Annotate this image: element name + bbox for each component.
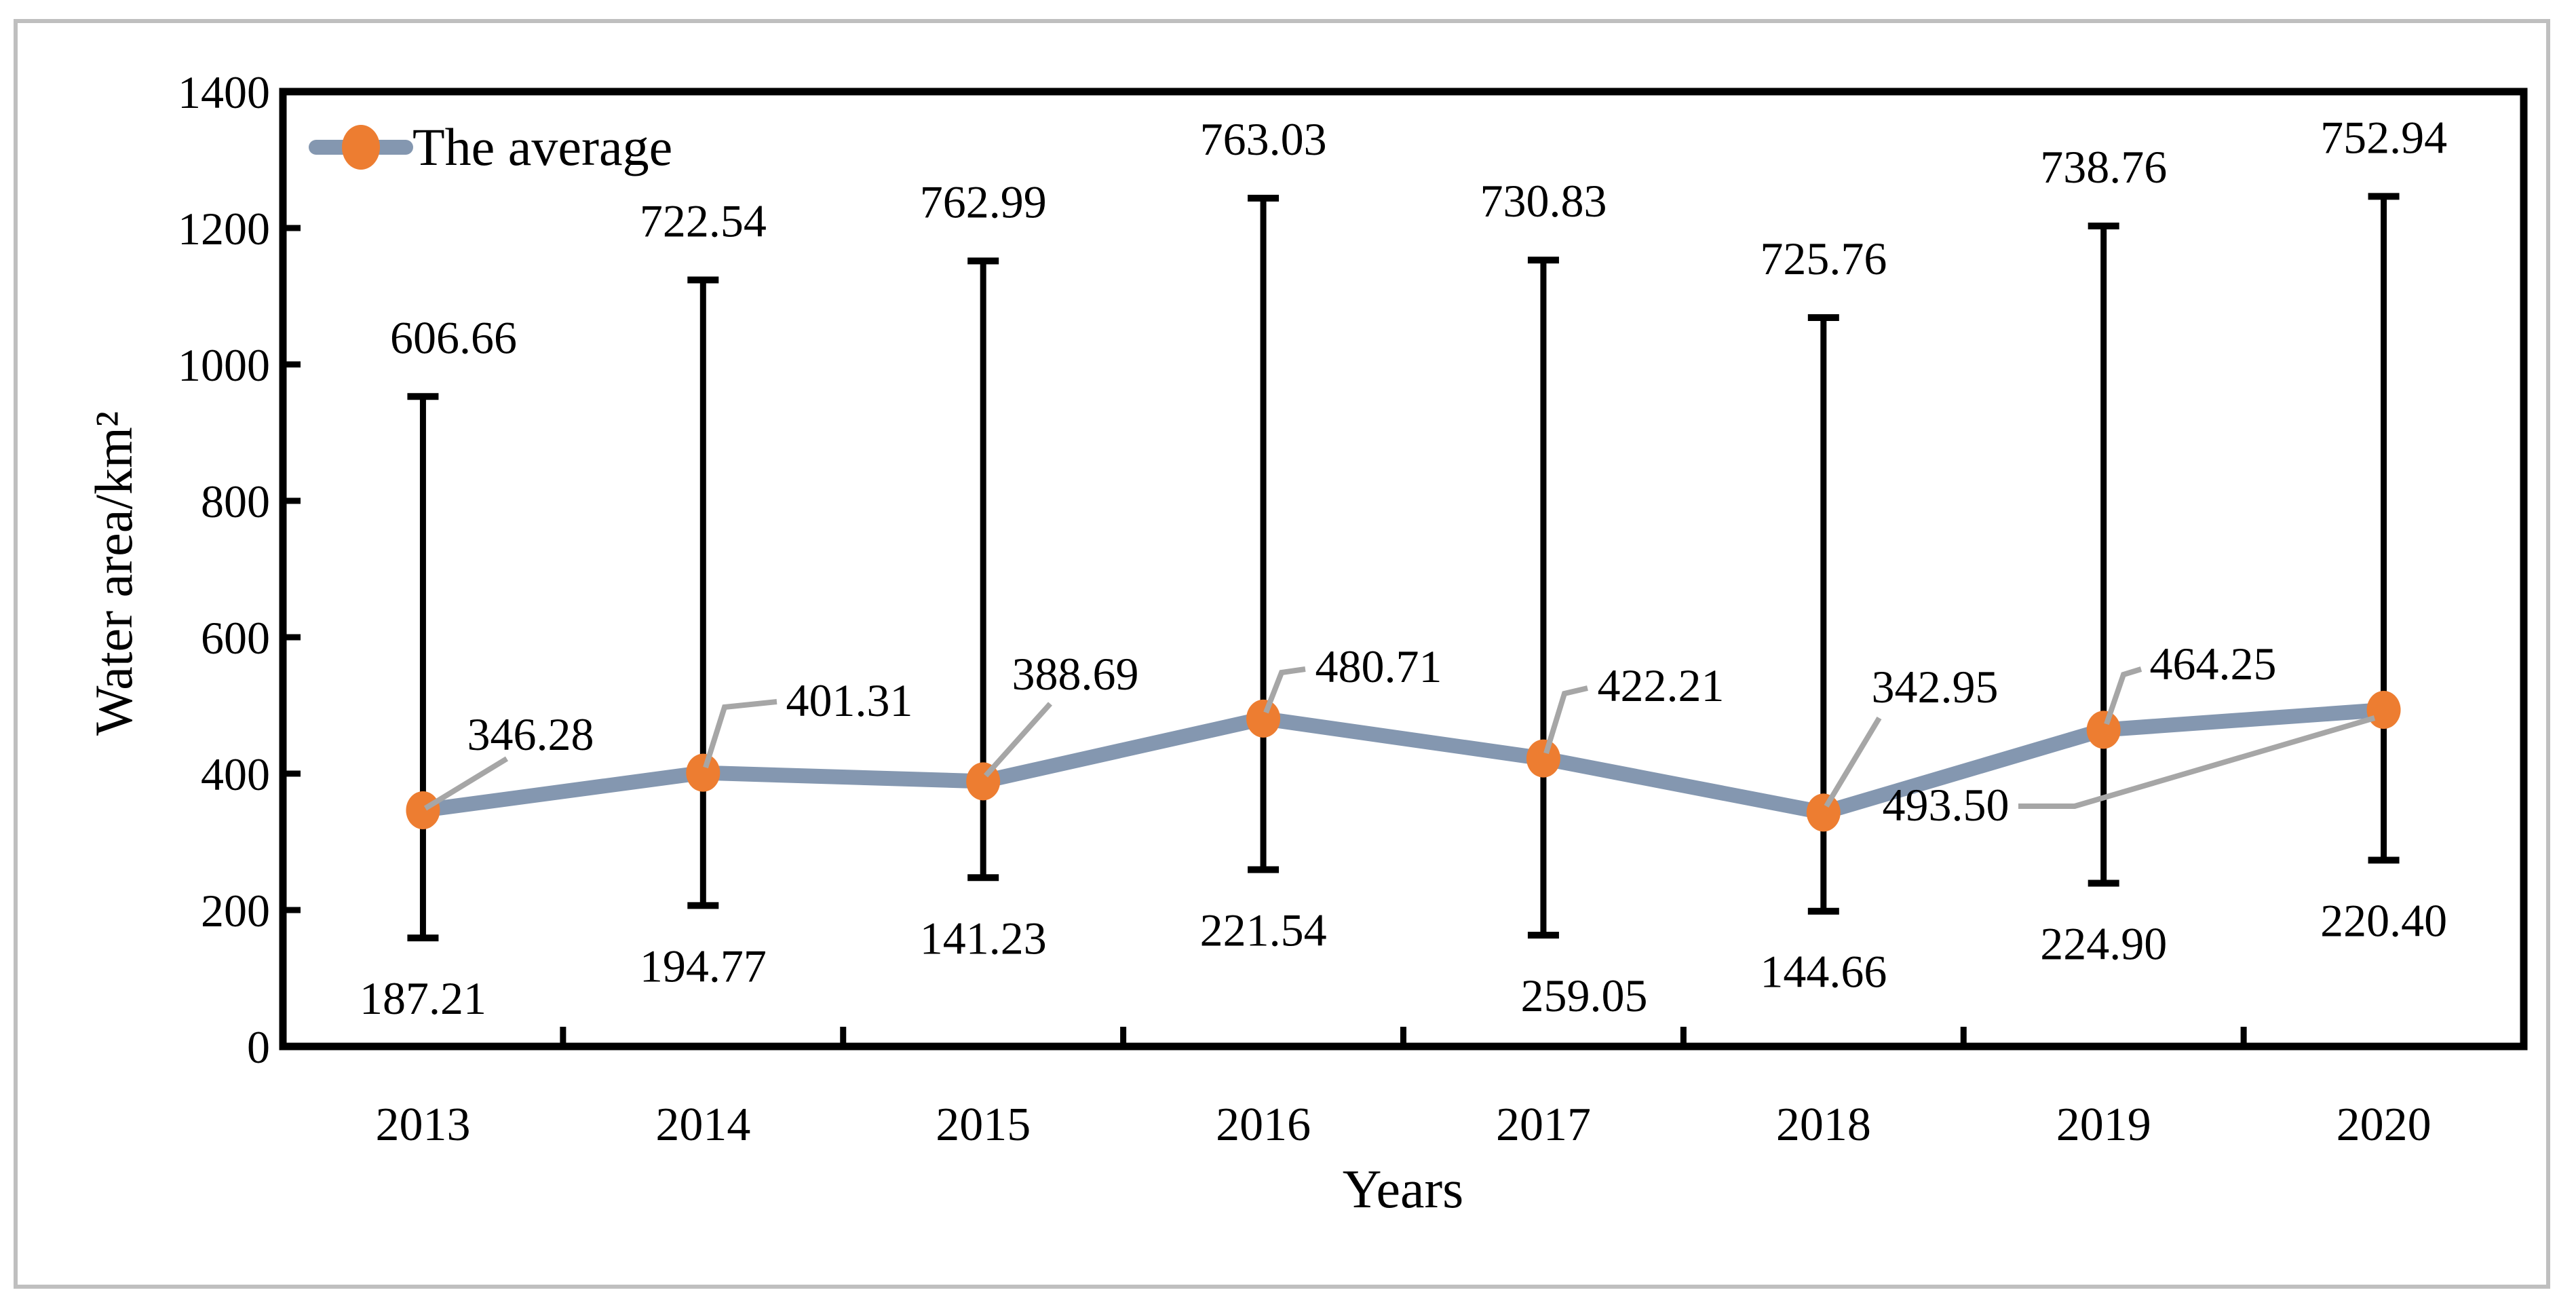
label-leader-line <box>703 699 777 769</box>
x-axis-tick-label: 2015 <box>936 1099 1031 1151</box>
average-line <box>415 702 2391 820</box>
average-value-label: 401.31 <box>786 675 913 726</box>
x-axis-tick-label: 2013 <box>375 1099 470 1151</box>
upper-value-label: 762.99 <box>920 176 1047 228</box>
y-axis-tick-label: 1400 <box>178 67 270 118</box>
y-axis-tick-label: 0 <box>247 1021 270 1073</box>
outer-border <box>14 19 2550 1289</box>
upper-value-label: 763.03 <box>1200 113 1327 165</box>
x-axis-tick-label: 2020 <box>2337 1099 2431 1151</box>
lower-value-label: 187.21 <box>360 972 486 1024</box>
lower-value-label: 221.54 <box>1200 905 1327 956</box>
upper-value-label: 725.76 <box>1760 233 1887 284</box>
label-leader-line <box>1543 685 1588 755</box>
x-axis-tick-label: 2017 <box>1496 1099 1591 1151</box>
average-point-marker <box>1526 739 1560 778</box>
label-leader-line <box>1263 666 1306 714</box>
lower-value-label: 144.66 <box>1760 946 1887 998</box>
label-leader-line <box>423 756 509 811</box>
y-axis-tick-label: 1000 <box>178 339 270 391</box>
upper-value-label: 752.94 <box>2320 111 2447 163</box>
lower-value-label: 141.23 <box>920 912 1047 964</box>
x-axis-tick-label: 2018 <box>1776 1099 1871 1151</box>
y-axis-tick-label: 1200 <box>178 203 270 254</box>
x-axis-tick-label: 2019 <box>2056 1099 2151 1151</box>
average-value-label: 464.25 <box>2150 638 2277 689</box>
average-value-label: 346.28 <box>467 708 594 760</box>
y-axis-tick-label: 200 <box>201 885 270 937</box>
legend-marker-sample <box>342 125 380 170</box>
y-axis-title: Water area/km² <box>84 411 143 736</box>
average-value-label: 388.69 <box>1012 648 1139 700</box>
upper-value-label: 738.76 <box>2040 141 2167 193</box>
label-leader-line <box>984 702 1052 778</box>
x-axis-title: Years <box>1342 1160 1464 1219</box>
y-axis-tick-label: 600 <box>201 612 270 664</box>
average-point-marker <box>1806 793 1841 832</box>
lower-value-label: 224.90 <box>2040 918 2167 969</box>
label-leader-line <box>2104 666 2142 725</box>
label-leader-line <box>2018 715 2376 809</box>
average-value-label: 422.21 <box>1598 660 1725 711</box>
average-value-label: 480.71 <box>1315 641 1442 692</box>
upper-value-label: 606.66 <box>390 311 517 363</box>
y-axis-tick-label: 800 <box>201 476 270 527</box>
label-leader-line <box>1824 716 1882 808</box>
average-point-marker <box>1246 699 1281 738</box>
lower-value-label: 194.77 <box>640 940 767 991</box>
lower-value-label: 220.40 <box>2320 895 2447 947</box>
average-point-marker <box>686 753 720 792</box>
average-point-marker <box>406 791 440 829</box>
lower-value-label: 259.05 <box>1520 970 1647 1021</box>
upper-value-label: 730.83 <box>1480 175 1607 227</box>
average-point-marker <box>2366 691 2401 730</box>
average-point-marker <box>2086 711 2121 749</box>
y-axis-tick-label: 400 <box>201 749 270 800</box>
x-axis-tick-label: 2014 <box>655 1099 750 1151</box>
upper-value-label: 722.54 <box>640 195 767 247</box>
average-value-label: 342.95 <box>1872 661 1999 713</box>
plot-border <box>279 88 2528 1051</box>
average-value-label: 493.50 <box>1883 779 2010 831</box>
legend-label: The average <box>412 117 673 176</box>
x-axis-tick-label: 2016 <box>1216 1099 1311 1151</box>
